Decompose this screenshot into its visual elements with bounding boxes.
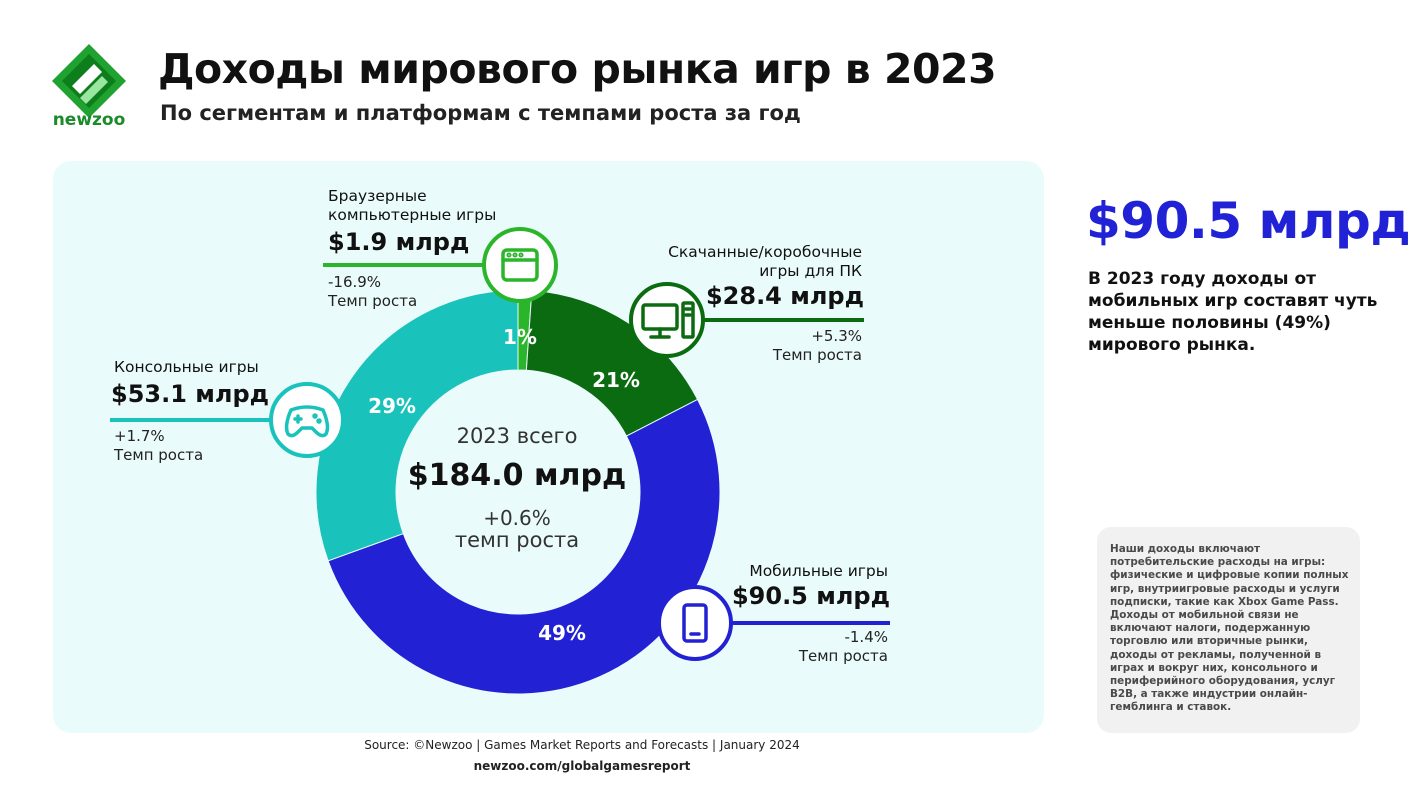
desktop-pc-icon <box>641 301 695 339</box>
pc-name-line2: игры для ПК <box>759 262 862 280</box>
pc-name-line1: Скачанные/коробочные <box>668 243 862 261</box>
source-text: Source: ©Newzoo | Games Market Reports a… <box>364 738 800 752</box>
center-label: 2023 всего <box>456 424 578 448</box>
icon-circle-mobile <box>657 585 733 661</box>
browser-growth-label: Темп роста <box>328 292 418 310</box>
console-growth: +1.7% <box>114 427 165 445</box>
icon-circle-console <box>269 382 345 458</box>
browser-name-line2: компьютерные игры <box>328 206 497 224</box>
mobile-stat-description: В 2023 году доходы от мобильных игр сост… <box>1088 269 1378 355</box>
pct-label-console: 29% <box>368 394 416 418</box>
source-url[interactable]: newzoo.com/globalgamesreport <box>473 759 691 773</box>
icon-circle-browser <box>482 227 558 303</box>
pc-growth-label: Темп роста <box>772 346 862 364</box>
browser-value: $1.9 млрд <box>328 228 470 256</box>
browser-name-line1: Браузерные <box>328 187 427 205</box>
center-growth: +0.6% <box>483 506 551 530</box>
console-name: Консольные игры <box>114 358 259 376</box>
mobile-growth: -1.4% <box>844 628 888 646</box>
pct-label-browser: 1% <box>503 325 537 349</box>
note-box <box>1097 527 1360 733</box>
pct-label-mobile: 49% <box>538 621 586 645</box>
mobile-growth-label: Темп роста <box>798 647 888 665</box>
center-growth-label: темп роста <box>454 528 580 552</box>
mobile-value: $90.5 млрд <box>731 582 890 610</box>
gamepad-icon <box>284 405 330 438</box>
mobile-name: Мобильные игры <box>749 562 888 580</box>
browser-window-icon <box>501 248 539 282</box>
browser-growth: -16.9% <box>328 273 382 291</box>
pct-label-pc: 21% <box>592 368 640 392</box>
center-total: $184.0 млрд <box>407 458 627 493</box>
page-title: Доходы мирового рынка игр в 2023 <box>158 45 997 93</box>
note-text: Наши доходы включают потребительские рас… <box>1110 543 1349 714</box>
pc-value: $28.4 млрд <box>705 282 864 310</box>
smartphone-icon <box>682 603 708 643</box>
page-subtitle: По сегментам и платформам с темпами рост… <box>160 101 801 125</box>
mobile-big-stat: $90.5 млрд <box>1086 192 1411 250</box>
newzoo-logo-icon <box>52 44 126 118</box>
console-growth-label: Темп роста <box>114 446 204 464</box>
pc-growth: +5.3% <box>811 327 862 345</box>
console-value: $53.1 млрд <box>111 380 270 408</box>
logo-text: newzoo <box>52 110 126 130</box>
